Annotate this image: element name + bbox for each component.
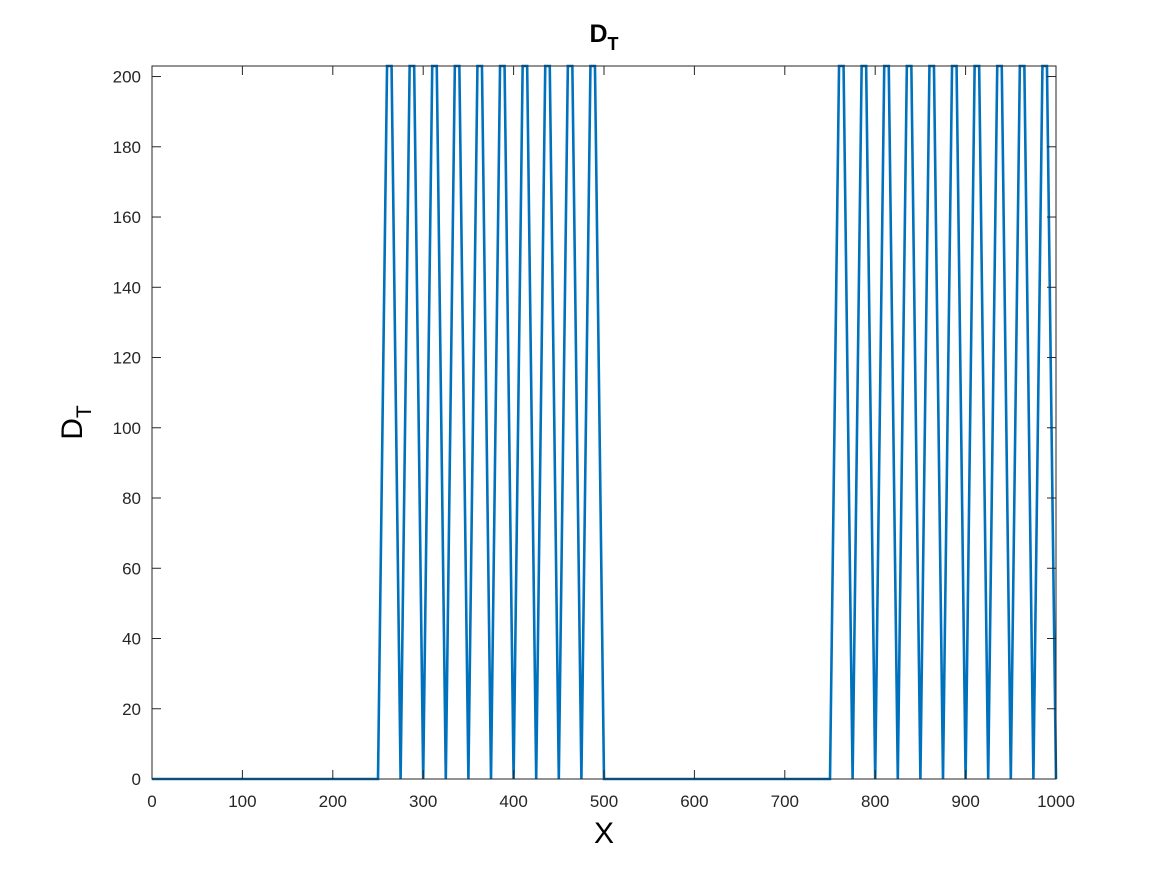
y-axis-label-main: D (56, 418, 89, 440)
x-tick-label: 400 (499, 792, 527, 811)
y-tick-label: 60 (122, 559, 141, 578)
chart-title: DT (589, 20, 618, 54)
y-tick-label: 120 (113, 349, 141, 368)
y-tick-label: 0 (132, 770, 141, 789)
x-tick-label: 100 (228, 792, 256, 811)
x-axis: 0 100 200 300 400 500 600 700 800 900 1000 (147, 66, 1075, 811)
y-tick-label: 20 (122, 700, 141, 719)
x-tick-label: 600 (680, 792, 708, 811)
x-tick-label: 200 (319, 792, 347, 811)
y-tick-label: 200 (113, 68, 141, 87)
plot-area (152, 66, 1056, 779)
x-tick-label: 0 (147, 792, 156, 811)
x-tick-label: 700 (771, 792, 799, 811)
x-tick-label: 1000 (1037, 792, 1075, 811)
chart-title-subscript: T (608, 34, 619, 54)
x-tick-label: 900 (951, 792, 979, 811)
x-tick-label: 800 (861, 792, 889, 811)
y-axis: 0 20 40 60 80 100 120 140 160 180 200 (113, 68, 1056, 789)
y-tick-label: 140 (113, 278, 141, 297)
chart-title-main: D (589, 20, 607, 48)
y-tick-label: 40 (122, 630, 141, 649)
y-axis-label-subscript: T (73, 405, 96, 418)
y-tick-label: 100 (113, 419, 141, 438)
y-tick-label: 180 (113, 138, 141, 157)
y-axis-label: DT (56, 405, 96, 440)
y-tick-label: 160 (113, 208, 141, 227)
x-axis-label: X (594, 817, 614, 850)
y-tick-label: 80 (122, 489, 141, 508)
x-tick-label: 500 (590, 792, 618, 811)
x-tick-label: 300 (409, 792, 437, 811)
